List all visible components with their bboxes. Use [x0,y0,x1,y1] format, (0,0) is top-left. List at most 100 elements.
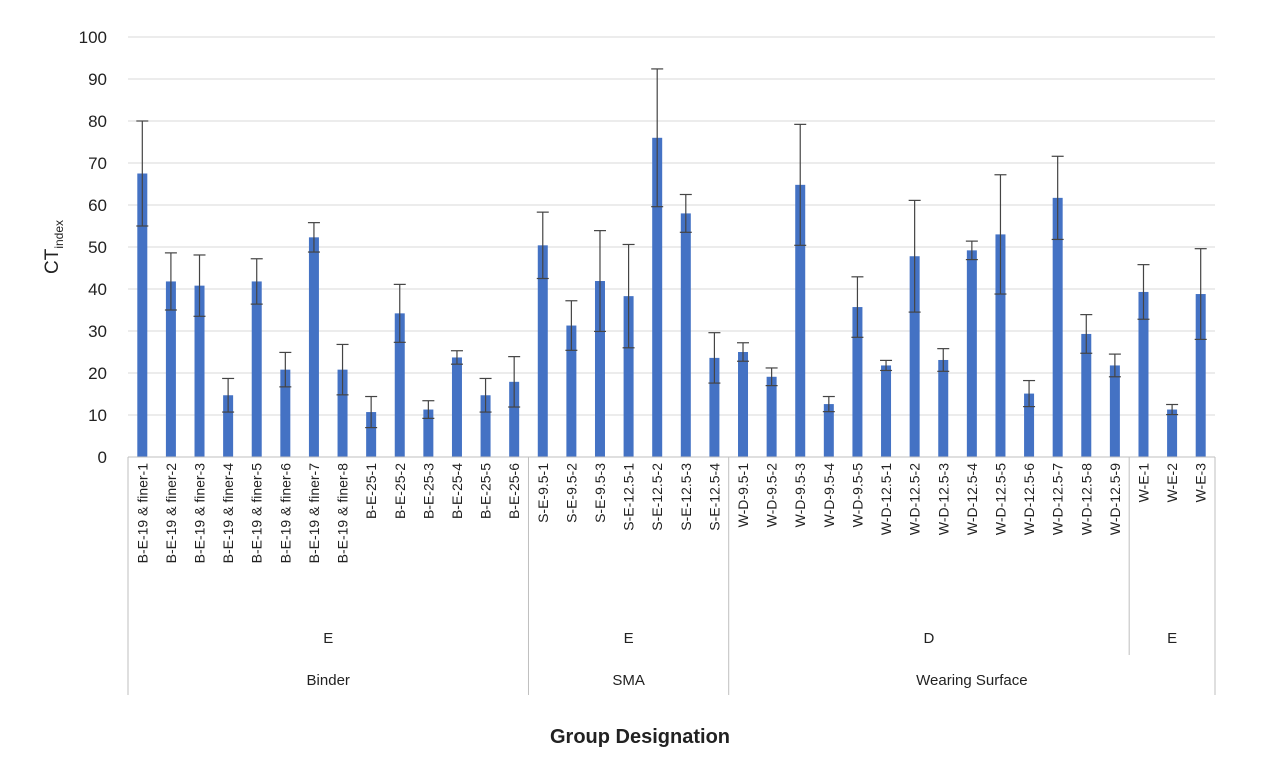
error-bar [565,300,578,351]
x-tick-label: B-E-19 & finer-4 [220,463,236,564]
group-label-level2: SMA [612,672,645,689]
error-bar [479,377,492,413]
x-tick-label: W-D-12.5-9 [1107,463,1123,535]
x-tick-label: W-D-12.5-4 [964,463,980,535]
x-tick-label: W-E-1 [1135,463,1151,503]
y-tick-label: 0 [98,448,107,467]
bar [251,281,262,457]
error-bar [822,395,835,413]
bar [966,250,977,457]
error-bar [250,258,263,305]
x-tick-label: W-D-9.5-5 [849,463,865,528]
y-tick-label: 50 [88,238,107,257]
group-label-level2: Binder [307,672,350,689]
group-label-level1: E [624,630,634,647]
x-tick-label: W-D-12.5-5 [992,463,1008,535]
y-axis-tick-labels: 0 10 20 30 40 50 60 70 80 90 100 [79,28,107,467]
error-bar [679,193,692,233]
x-tick-label: S-E-9.5-2 [563,463,579,523]
bar [680,213,691,457]
bar [366,412,377,457]
error-bar [965,240,978,261]
x-tick-label: W-D-9.5-2 [764,463,780,528]
error-bar [222,377,235,413]
error-bar [136,120,149,227]
error-bar [1194,248,1207,340]
x-tick-label: B-E-19 & finer-6 [277,463,293,564]
y-tick-label: 60 [88,196,107,215]
error-bar [164,252,177,311]
y-axis-title-main: CT [42,248,63,274]
x-tick-label: B-E-25-6 [506,463,522,519]
x-tick-label: W-E-3 [1193,463,1209,503]
bar [1167,409,1178,457]
y-tick-label: 80 [88,112,107,131]
bar [137,173,148,457]
bar [165,281,176,457]
bar [1109,365,1120,457]
x-tick-label: B-E-19 & finer-2 [163,463,179,564]
bar [652,137,663,458]
error-bar [365,395,378,429]
x-tick-label: B-E-19 & finer-7 [306,463,322,564]
x-tick-label: B-E-25-1 [363,463,379,519]
y-tick-label: 100 [79,28,107,47]
group-label-level1: D [924,630,935,647]
error-bar [794,123,807,246]
x-tick-label: W-D-9.5-3 [792,463,808,528]
y-axis-title-sub: index [52,220,66,249]
error-bar [937,348,950,372]
bar [423,409,434,457]
x-tick-label: S-E-12.5-3 [678,463,694,531]
error-bar [336,343,349,396]
bar [1052,197,1063,458]
error-bar [851,276,864,338]
error-bar [880,359,893,372]
error-bar [422,400,435,419]
bar [194,285,205,457]
bar [394,313,405,457]
y-tick-label: 40 [88,280,107,299]
error-bar [279,351,292,388]
x-tick-label: W-D-12.5-7 [1050,463,1066,535]
x-tick-label: W-D-12.5-8 [1078,463,1094,535]
x-tick-label: W-D-12.5-1 [878,463,894,535]
bar [709,357,720,457]
x-tick-label: W-D-9.5-1 [735,463,751,528]
x-tick-label: S-E-12.5-2 [649,463,665,531]
y-tick-label: 90 [88,70,107,89]
bar [308,237,319,457]
x-tick-label: W-D-12.5-3 [935,463,951,535]
error-bar [593,230,606,333]
error-bar [536,211,549,280]
bar [280,369,291,457]
error-bars [136,68,1207,429]
bar [1081,333,1092,457]
group-label-level1: E [1167,630,1177,647]
error-bar [908,199,921,313]
bar [623,296,634,457]
x-axis-tick-labels: B-E-19 & finer-1 B-E-19 & finer-2 B-E-19 &… [134,463,1208,564]
bar [337,369,348,457]
x-axis-title: Group Designation [550,726,730,748]
error-bar [737,342,750,362]
error-bar [393,283,406,343]
error-bar [994,174,1007,295]
bar [995,234,1006,457]
error-bar [1108,353,1121,378]
error-bar [450,350,463,365]
error-bar [1080,314,1093,354]
x-tick-label: W-D-9.5-4 [821,463,837,528]
x-tick-label: B-E-25-4 [449,463,465,519]
bar [1024,393,1035,457]
group-label-level1: E [323,630,333,647]
x-tick-label: B-E-25-3 [420,463,436,519]
bar [909,256,920,457]
x-tick-label: B-E-19 & finer-1 [134,463,150,564]
bar [766,376,777,457]
x-tick-label: B-E-19 & finer-5 [249,463,265,564]
bar [509,381,520,457]
x-tick-label: S-E-9.5-3 [592,463,608,523]
bars [137,137,1206,458]
